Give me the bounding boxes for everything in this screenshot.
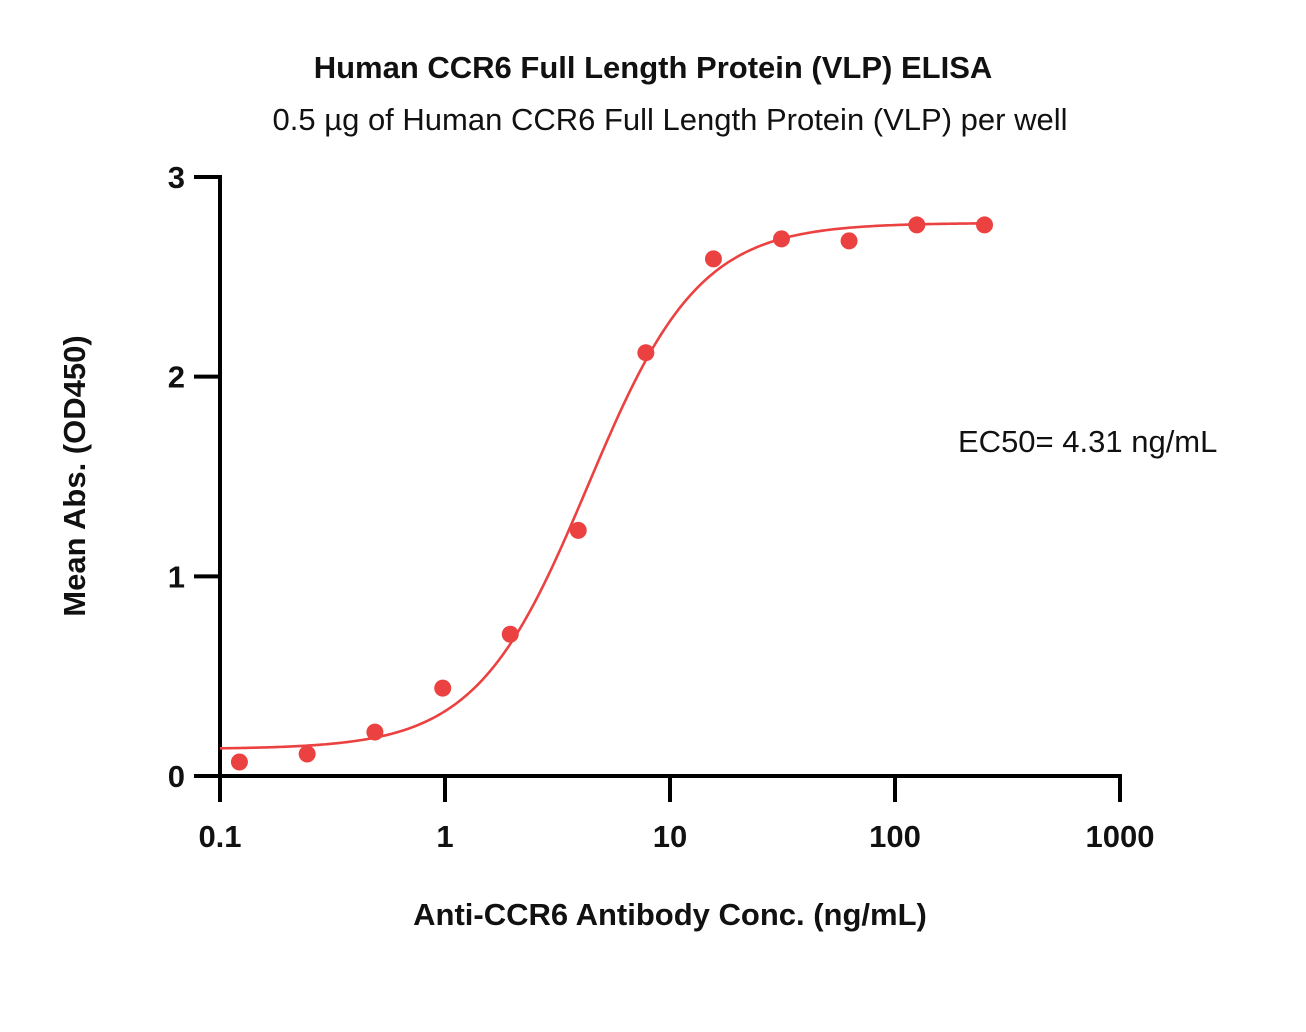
data-point — [772, 230, 790, 248]
chart-title: Human CCR6 Full Length Protein (VLP) ELI… — [313, 50, 993, 85]
data-point — [908, 216, 926, 234]
data-point — [366, 723, 384, 741]
y-tick-label: 1 — [168, 559, 185, 594]
fit-curve — [219, 222, 985, 750]
x-tick-label: 0.1 — [198, 819, 241, 854]
y-tick-label: 3 — [168, 160, 185, 195]
ec50-annotation: EC50= 4.31 ng/mL — [958, 424, 1217, 459]
y-axis-label: Mean Abs. (OD450) — [57, 335, 92, 616]
x-tick-label: 1 — [436, 819, 453, 854]
points-layer — [230, 216, 994, 771]
x-tick-label: 1000 — [1086, 819, 1155, 854]
data-point — [637, 344, 655, 362]
chart-subtitle: 0.5 µg of Human CCR6 Full Length Protein… — [272, 102, 1068, 137]
data-point — [298, 745, 316, 763]
data-point — [501, 625, 519, 643]
x-tick-label: 10 — [653, 819, 687, 854]
x-axis-label: Anti-CCR6 Antibody Conc. (ng/mL) — [413, 897, 927, 932]
data-point — [230, 753, 248, 771]
y-tick-label: 0 — [168, 759, 185, 794]
data-point — [976, 216, 994, 234]
fit-layer — [219, 222, 985, 750]
x-tick-label: 100 — [869, 819, 921, 854]
data-point — [704, 250, 722, 268]
axes: 0.1 1 10 100 1000 0 1 2 3 — [168, 160, 1155, 854]
data-point — [569, 521, 587, 539]
data-point — [840, 232, 858, 250]
data-point — [434, 679, 452, 697]
y-tick-label: 2 — [168, 360, 185, 395]
